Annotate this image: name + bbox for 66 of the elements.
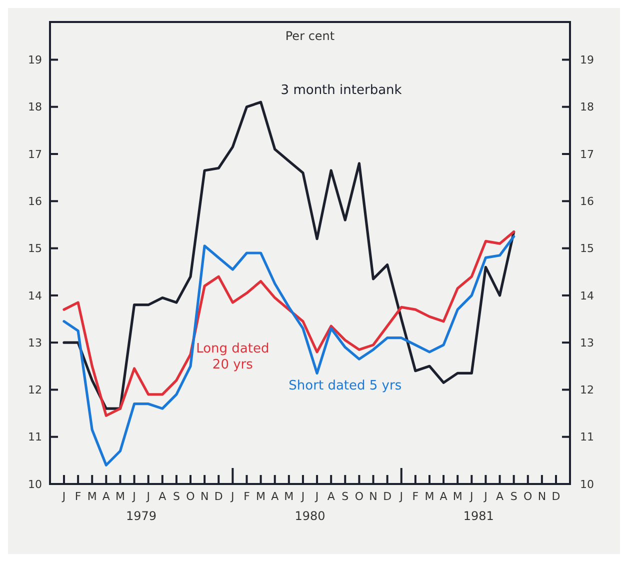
y2-tick-label: 14 [580, 289, 594, 302]
x-tick-label: M [256, 490, 266, 503]
x-tick-label: D [383, 490, 392, 503]
x-tick-label: J [469, 490, 474, 503]
x-tick-label: M [424, 490, 434, 503]
x-tick-label: A [271, 490, 280, 503]
x-tick-label: N [200, 490, 209, 503]
text: 1980 [294, 509, 326, 523]
y-tick-label: 13 [28, 336, 42, 350]
y-tick-label: 12 [28, 384, 42, 397]
x-tick-label: J [61, 490, 66, 503]
x-tick-label: J [483, 490, 488, 503]
y-tick-label: 14 [28, 289, 42, 302]
text: 1981 [463, 509, 494, 523]
y2-tick-label: 11 [580, 430, 594, 444]
x-tick-label: J [300, 490, 305, 503]
x-tick-label: A [440, 490, 448, 503]
series-label: Long dated 20 yrs [196, 342, 270, 372]
series-label: 3 month interbank [280, 83, 402, 98]
x-tick-label: S [172, 490, 180, 503]
y-tick-label: 16 [28, 194, 42, 208]
y-axis-title: Per cent [285, 29, 335, 43]
x-tick-label: M [87, 490, 97, 503]
x-tick-label: J [314, 490, 319, 503]
line-series [62, 235, 516, 466]
x-tick-label: F [74, 490, 82, 503]
y2-tick-label: 19 [580, 54, 594, 67]
y2-tick-label: 16 [580, 194, 594, 208]
x-tick-label: M [452, 490, 462, 503]
x-tick-label: S [510, 490, 518, 503]
text: 1979 [126, 509, 157, 523]
line-series [62, 100, 516, 410]
x-tick-label: S [342, 490, 349, 503]
x-tick-label: N [538, 490, 546, 503]
y2-tick-label: 17 [580, 148, 594, 161]
y-tick-label: 10 [28, 478, 42, 491]
y2-tick-label: 13 [580, 336, 594, 350]
x-tick-label: O [186, 490, 196, 503]
x-tick-label: J [132, 490, 136, 503]
line-series [62, 230, 516, 417]
x-tick-label: M [115, 490, 125, 503]
x-tick-label: O [354, 490, 364, 503]
x-tick-label: F [412, 490, 419, 503]
x-tick-label: A [158, 490, 167, 503]
x-tick-label: M [284, 490, 294, 503]
x-tick-label: J [230, 490, 234, 503]
x-tick-label: J [146, 490, 150, 503]
y-tick-label: 17 [28, 148, 42, 161]
y-tick-label: 11 [28, 430, 42, 444]
x-tick-label: J [398, 490, 403, 503]
y2-tick-label: 15 [580, 242, 594, 256]
x-tick-label: A [496, 490, 504, 503]
x-tick-label: N [369, 490, 378, 503]
y2-tick-label: 12 [580, 384, 594, 397]
x-tick-label: D [214, 490, 223, 503]
y-tick-label: 18 [28, 100, 42, 114]
x-tick-label: A [327, 490, 336, 503]
x-tick-label: F [244, 490, 250, 503]
x-tick-label: D [552, 490, 560, 503]
y-tick-label: 19 [28, 54, 42, 67]
text: Short dated 5 yrs [288, 378, 402, 394]
y-tick-label: 15 [28, 242, 42, 256]
y2-tick-label: 18 [580, 100, 594, 114]
y2-tick-label: 10 [580, 478, 594, 491]
x-tick-label: O [524, 490, 533, 503]
x-tick-label: A [102, 490, 110, 503]
